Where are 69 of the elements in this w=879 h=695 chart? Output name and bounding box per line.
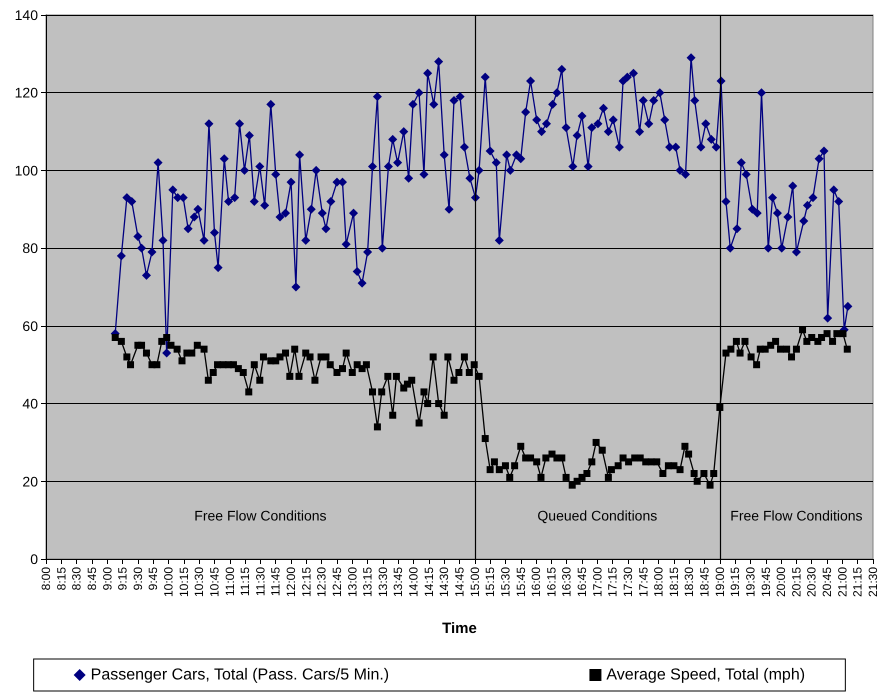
x-tick-label: 18:30 — [682, 566, 696, 598]
y-tick-label: 20 — [22, 473, 38, 490]
x-tick-label: 13:00 — [345, 566, 360, 598]
x-tick-label: 20:15 — [789, 566, 804, 598]
x-tick-label: 21:30 — [866, 566, 879, 598]
x-tick-label: 13:15 — [360, 566, 375, 598]
x-tick-label: 16:15 — [544, 566, 558, 598]
y-tick-label: 80 — [22, 240, 38, 256]
x-tick-label: 14:00 — [406, 566, 421, 598]
x-tick-label: 14:15 — [422, 566, 436, 598]
annotation: Free Flow Conditions — [194, 507, 327, 524]
x-tick-label: 10:30 — [192, 566, 206, 598]
legend-label: Passenger Cars, Total (Pass. Cars/5 Min.) — [90, 666, 390, 684]
y-tick-label: 100 — [14, 162, 38, 178]
x-tick-label: 11:15 — [238, 566, 252, 596]
x-tick-label: 16:00 — [529, 566, 544, 598]
x-tick-label: 20:45 — [820, 566, 834, 598]
x-tick-label: 13:45 — [391, 566, 406, 598]
x-tick-label: 8:15 — [54, 566, 68, 590]
x-tick-label: 12:45 — [330, 566, 344, 598]
x-tick-label: 19:00 — [712, 566, 727, 598]
x-tick-label: 11:00 — [222, 566, 237, 596]
x-tick-label: 9:30 — [130, 566, 145, 590]
x-tick-label: 17:15 — [606, 566, 620, 598]
x-tick-label: 11:30 — [253, 566, 268, 596]
x-tick-label: 16:30 — [560, 566, 574, 598]
x-tick-label: 17:45 — [636, 566, 650, 598]
x-tick-label: 18:45 — [698, 566, 712, 598]
y-tick-label: 0 — [30, 551, 38, 567]
y-tick-label: 140 — [14, 7, 38, 23]
x-tick-label: 17:30 — [620, 566, 635, 598]
x-tick-label: 20:00 — [774, 566, 788, 598]
x-tick-label: 20:30 — [804, 566, 819, 598]
x-tick-label: 19:30 — [743, 566, 758, 598]
x-tick-label: 11:45 — [268, 566, 283, 596]
x-tick-label: 18:00 — [652, 566, 666, 598]
x-tick-label: 9:15 — [116, 566, 130, 590]
x-tick-label: 16:45 — [575, 566, 590, 598]
x-tick-label: 9:00 — [100, 566, 114, 590]
x-tick-label: 14:45 — [452, 566, 466, 598]
y-tick-label: 40 — [22, 396, 38, 412]
x-tick-label: 8:30 — [70, 566, 84, 590]
y-tick-label: 60 — [22, 318, 38, 334]
x-tick-label: 17:00 — [590, 566, 604, 598]
legend-label: Average Speed, Total (mph) — [606, 666, 806, 684]
x-tick-label: 13:30 — [376, 566, 390, 598]
x-axis-title: Time — [442, 620, 477, 637]
x-tick-label: 12:00 — [284, 566, 298, 598]
y-tick-label: 120 — [14, 84, 38, 101]
x-tick-label: 18:15 — [666, 566, 681, 598]
x-tick-label: 15:00 — [468, 566, 482, 598]
x-tick-label: 15:30 — [498, 566, 512, 598]
x-tick-label: 15:45 — [514, 566, 528, 598]
x-tick-label: 15:15 — [483, 566, 498, 598]
x-tick-label: 14:30 — [437, 566, 452, 598]
x-tick-label: 10:00 — [162, 566, 176, 598]
x-tick-label: 19:15 — [728, 566, 742, 598]
x-tick-label: 12:15 — [299, 566, 314, 598]
x-tick-label: 10:45 — [207, 566, 222, 598]
x-tick-label: 19:45 — [758, 566, 773, 598]
x-tick-label: 10:15 — [176, 566, 191, 598]
x-tick-label: 9:45 — [146, 566, 160, 590]
x-tick-label: 12:30 — [314, 566, 329, 598]
x-tick-label: 8:45 — [84, 566, 99, 590]
x-tick-label: 21:15 — [850, 566, 865, 598]
x-tick-label: 21:00 — [835, 566, 850, 598]
annotation: Queued Conditions — [537, 507, 658, 524]
annotation: Free Flow Conditions — [730, 507, 863, 524]
x-tick-label: 8:00 — [39, 566, 53, 590]
